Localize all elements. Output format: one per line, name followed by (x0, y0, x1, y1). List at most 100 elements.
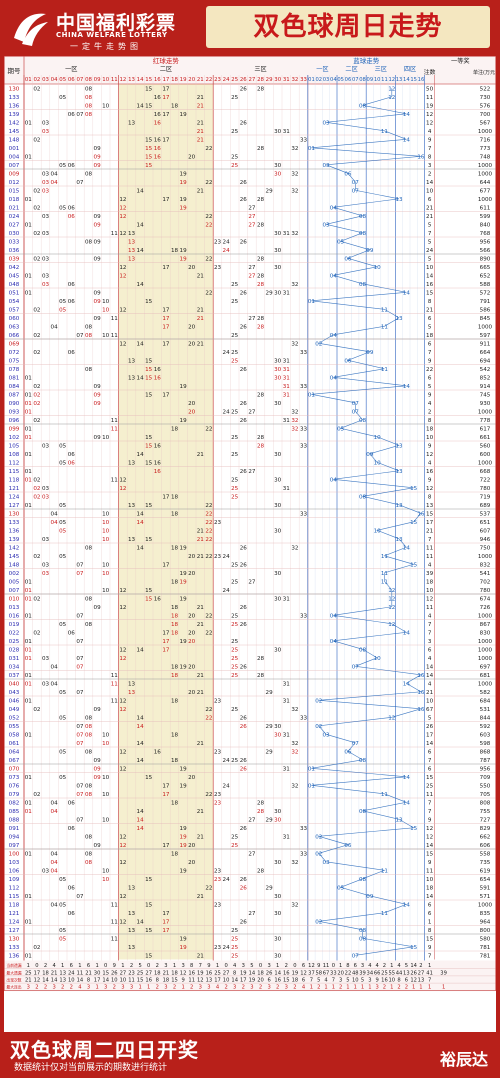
stat-value: 26 (410, 970, 417, 976)
red-ball-mark: 07 (76, 818, 84, 824)
footer-note: 数据统计仅对当前展示的期数进行统计 (14, 1063, 168, 1073)
prize-amount-cell: 697 (480, 665, 491, 671)
red-ball-mark: 25 (231, 95, 239, 101)
red-column-number: 33 (300, 77, 307, 83)
red-ball-mark: 20 (188, 571, 196, 577)
issue-cell: 145 (9, 554, 20, 560)
title-box: 双色球周日走势 (206, 6, 490, 48)
red-ball-mark: 26 (240, 886, 248, 892)
stat-value: 15 (137, 978, 144, 984)
red-ball-mark: 33 (300, 384, 308, 390)
red-ball-mark: 25 (231, 614, 239, 620)
issue-cell: 048 (9, 282, 20, 288)
red-ball-mark: 06 (68, 826, 76, 832)
red-ball-mark: 14 (137, 648, 145, 654)
stat-value: 26 (266, 970, 273, 976)
red-ball-mark: 19 (180, 597, 188, 603)
red-ball-mark: 33 (300, 716, 308, 722)
red-ball-mark: 17 (162, 843, 170, 849)
red-ball-mark: 30 (274, 937, 282, 943)
blue-ball-mark: 16 (417, 155, 425, 161)
prize-count-cell: 11 (426, 95, 434, 101)
issue-cell: 010 (9, 597, 20, 603)
blue-ball-mark: 07 (352, 665, 360, 671)
issue-cell: 012 (9, 180, 20, 186)
issue-cell: 001 (9, 146, 20, 152)
logo-slogan: 一定牛走势图 (70, 42, 142, 51)
red-ball-mark: 01 (25, 401, 33, 407)
blue-zone-label: 四区 (404, 66, 416, 73)
stat-value: 3 (250, 985, 253, 991)
blue-ball-mark: 09 (366, 248, 374, 254)
prize-amount-cell: 617 (480, 427, 491, 433)
red-ball-mark: 08 (85, 104, 93, 110)
red-ball-mark: 18 (171, 665, 179, 671)
stat-value: 1 (95, 985, 98, 991)
stat-value: 15 (283, 978, 290, 984)
red-ball-mark: 08 (85, 325, 93, 331)
red-ball-mark: 03 (42, 656, 50, 662)
red-ball-mark: 26 (240, 716, 248, 722)
red-column-number: 29 (266, 77, 273, 83)
red-ball-mark: 02 (33, 418, 40, 424)
red-ball-mark: 13 (128, 240, 136, 246)
footer-title: 双色球周二四日开奖 (10, 1038, 199, 1062)
red-ball-mark: 13 (128, 248, 136, 254)
red-ball-mark: 19 (180, 843, 188, 849)
prize-amount-cell: 748 (480, 155, 491, 161)
red-ball-mark: 32 (291, 741, 298, 747)
issue-cell: 121 (9, 911, 20, 917)
red-zone2-band (118, 68, 214, 960)
red-ball-mark: 02 (33, 495, 40, 501)
red-column-number: 18 (171, 77, 178, 83)
red-ball-mark: 18 (171, 699, 179, 705)
stat-value: 11 (77, 970, 84, 976)
red-ball-mark: 14 (137, 189, 145, 195)
red-ball-mark: 05 (59, 529, 67, 535)
red-ball-mark: 08 (85, 750, 93, 756)
stat-value: 48 (352, 970, 359, 976)
prize-count-cell: 18 (426, 333, 434, 339)
red-ball-mark: 27 (248, 223, 256, 229)
red-ball-mark: 10 (102, 869, 110, 875)
red-ball-mark: 08 (85, 835, 93, 841)
prize-count-cell: 25 (426, 784, 434, 790)
red-ball-mark: 07 (76, 571, 84, 577)
stat-value: 24 (68, 970, 75, 976)
red-ball-mark: 25 (231, 333, 239, 339)
red-ball-mark: 18 (171, 248, 179, 254)
prize-count-cell: 14 (426, 665, 434, 671)
stat-value: 2 (113, 985, 116, 991)
red-ball-mark: 03 (42, 444, 50, 450)
red-zone-label: 三区 (254, 66, 266, 73)
red-ball-mark: 12 (119, 648, 126, 654)
blue-ball-mark: 13 (395, 818, 403, 824)
prize-count-cell: 16 (426, 469, 434, 475)
red-ball-mark: 12 (119, 265, 126, 271)
stat-value: 23 (128, 970, 135, 976)
stat-value: 3 (164, 985, 167, 991)
red-ball-mark: 15 (145, 376, 153, 382)
red-ball-mark: 08 (85, 87, 93, 93)
prize-count-cell: 5 (428, 716, 432, 722)
blue-ball-mark: 04 (330, 478, 338, 484)
blue-ball-mark: 01 (308, 767, 316, 773)
red-ball-mark: 26 (240, 401, 248, 407)
red-ball-mark: 11 (111, 682, 119, 688)
red-ball-mark: 03 (42, 571, 50, 577)
red-column-number: 03 (42, 77, 49, 83)
prize-amount-cell: 1000 (478, 461, 493, 467)
prize-count-cell: 7 (428, 231, 432, 237)
stat-value: 66 (374, 970, 381, 976)
blue-ball-mark: 14 (403, 775, 411, 781)
red-ball-mark: 28 (257, 656, 265, 662)
prize-count-cell: 9 (428, 818, 432, 824)
red-ball-mark: 30 (274, 860, 282, 866)
red-ball-mark: 13 (128, 537, 136, 543)
red-ball-mark: 10 (102, 299, 110, 305)
issue-cell: 087 (9, 393, 20, 399)
prize-amount-cell: 840 (480, 223, 491, 229)
red-ball-mark: 27 (248, 410, 256, 416)
red-ball-mark: 10 (102, 333, 110, 339)
red-ball-mark: 27 (248, 214, 256, 220)
